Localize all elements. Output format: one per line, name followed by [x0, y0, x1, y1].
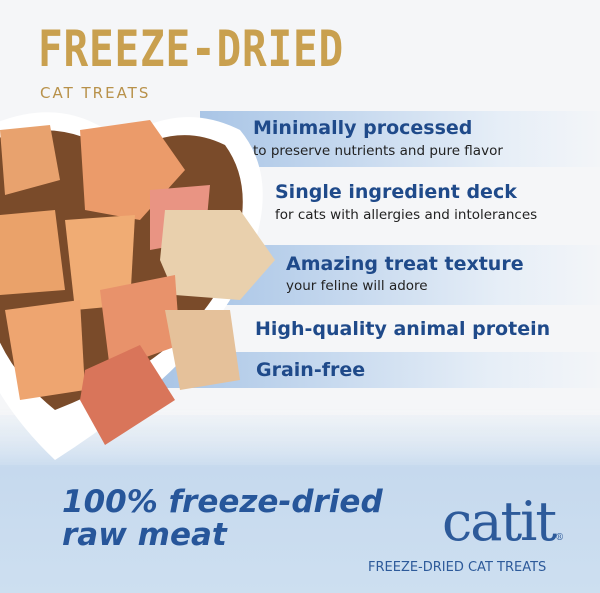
- page-title: FREEZE-DRIED: [38, 20, 345, 78]
- tagline-line-2: raw meat: [62, 517, 227, 553]
- heart-treats-image: [0, 112, 275, 460]
- feature-3-subtitle: your feline will adore: [286, 278, 428, 294]
- tagline-line-1: 100% freeze-dried: [62, 484, 383, 520]
- logo-text: catit: [442, 490, 557, 553]
- page-subtitle: CAT TREATS: [40, 84, 151, 102]
- feature-band-1: [200, 111, 600, 167]
- catit-logo: catit®: [442, 495, 564, 549]
- feature-2-title: Single ingredient deck: [275, 181, 517, 203]
- treat-chunks: [0, 120, 275, 445]
- feature-1-title: Minimally processed: [253, 117, 473, 139]
- brand-product-label: FREEZE-DRIED CAT TREATS: [368, 560, 547, 575]
- feature-4-title: High-quality animal protein: [255, 318, 551, 340]
- feature-5-title: Grain-free: [256, 359, 366, 381]
- registered-mark: ®: [555, 533, 565, 543]
- feature-2-subtitle: for cats with allergies and intolerances: [275, 207, 538, 223]
- feature-3-title: Amazing treat texture: [286, 253, 524, 275]
- feature-1-subtitle: to preserve nutrients and pure flavor: [253, 143, 503, 159]
